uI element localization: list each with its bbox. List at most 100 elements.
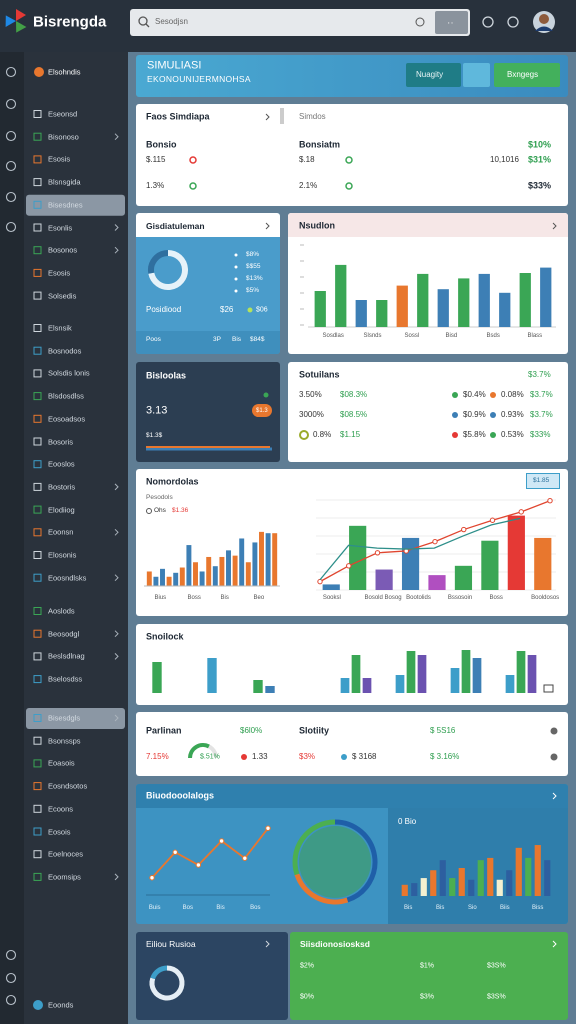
bar (186, 545, 192, 586)
card-title: Sotuilans (299, 369, 340, 380)
bar (395, 675, 405, 693)
line-point (432, 538, 438, 545)
bar (314, 291, 326, 327)
footer-label: Bis (232, 335, 242, 343)
bar (499, 292, 511, 327)
axis-label: Bosold Bosog (364, 595, 402, 601)
search-box[interactable] (130, 9, 470, 36)
bar (199, 571, 205, 586)
rail-icon (5, 130, 17, 142)
sidebar-item: Aoslods (48, 606, 75, 616)
item-icon (33, 714, 42, 722)
chevron (552, 222, 557, 230)
brand: Bisrengda (33, 13, 107, 31)
item-icon (33, 551, 42, 559)
chart-icon (543, 684, 554, 693)
summary-card (136, 104, 568, 206)
status-dot (452, 392, 458, 398)
logo (16, 9, 26, 21)
sidebar-item: Blsdosdlss (48, 391, 84, 401)
row-value: $26 (220, 305, 234, 314)
bar (519, 273, 531, 327)
sidebar-item: Eosoadsos (48, 414, 86, 424)
chevron (114, 528, 119, 536)
chevron (552, 940, 557, 948)
row-value: 1.3% (146, 181, 165, 190)
card-footer (136, 331, 280, 354)
item-icon (33, 414, 42, 423)
axis-label: Booldosos (531, 595, 560, 601)
card-title: Bisloolas (146, 370, 187, 381)
legend-value: $5% (246, 286, 260, 294)
status-dot (490, 432, 496, 438)
footer-value: $3S% (487, 962, 506, 970)
item-icon (33, 850, 42, 859)
footer-label: $84$ (250, 335, 265, 343)
bar (540, 267, 552, 327)
footer-value: $2% (300, 962, 315, 970)
banner-subtitle: EKONOUNIJERMNOHSA (147, 73, 251, 84)
bar (468, 879, 475, 896)
bar (430, 870, 437, 896)
axis-label: Sossl (404, 333, 420, 339)
item-icon (33, 782, 42, 791)
bar (428, 575, 446, 590)
donut-segment (148, 250, 188, 290)
item-icon (33, 200, 42, 209)
axis-label: Bsds (486, 333, 500, 339)
bar (525, 857, 532, 896)
row-value: $31% (528, 154, 552, 165)
position-value: $33% (530, 430, 551, 439)
info-icon (550, 727, 558, 735)
button-label: Nuagity (416, 70, 444, 79)
banner-button[interactable] (494, 63, 560, 87)
status (345, 182, 353, 190)
top-icon (482, 16, 494, 28)
search-button[interactable] (435, 11, 468, 34)
item-icon (33, 346, 42, 355)
bar (253, 680, 263, 693)
sidebar-item: Bisonoso (48, 131, 79, 141)
sidebar-item: Eosndsotos (48, 781, 88, 791)
search-icon (145, 23, 150, 28)
item-icon (33, 629, 42, 638)
status-dot (241, 754, 247, 760)
bar (534, 845, 541, 896)
line-point (518, 509, 524, 515)
item-icon (33, 759, 42, 768)
sidebar-item: Elosonis (48, 550, 77, 560)
trends-button[interactable] (526, 473, 560, 489)
sidebar-item: Esosis (48, 154, 71, 164)
position-value: 0.93% (501, 410, 524, 419)
banner-button[interactable] (406, 63, 461, 87)
sidebar-item: Eoasois (48, 758, 75, 768)
axis-label: Bssosoin (447, 595, 473, 601)
position-value: 0.8% (313, 430, 332, 439)
line-point (149, 875, 155, 881)
status (299, 430, 309, 440)
bar (335, 264, 347, 327)
axis-label: Blass (527, 333, 543, 339)
banner-button[interactable] (463, 63, 490, 87)
bar (450, 668, 460, 693)
sidebar-item: Eoomsips (48, 872, 81, 882)
bar (396, 285, 408, 327)
card-title: Siisdionosiosksd (300, 938, 370, 949)
metric-value: $6l0% (240, 726, 263, 735)
donut-segment (148, 250, 169, 274)
sidebar-item: Solsdis lonis (48, 368, 90, 378)
chevron (114, 483, 119, 491)
position-value: $5.8% (463, 430, 486, 439)
sidebar-item: Esonlis (48, 222, 73, 232)
status (189, 156, 197, 164)
axis-label: Bis (436, 905, 445, 911)
row-label: Bonsio (146, 139, 177, 150)
bar (506, 870, 513, 896)
donut-segment (294, 873, 349, 905)
button-label: Bxngegs (507, 70, 539, 79)
chevron (265, 222, 270, 230)
search-placeholder: Sesodjsn (155, 17, 188, 26)
status-dot (234, 265, 238, 269)
card-header (136, 784, 568, 808)
